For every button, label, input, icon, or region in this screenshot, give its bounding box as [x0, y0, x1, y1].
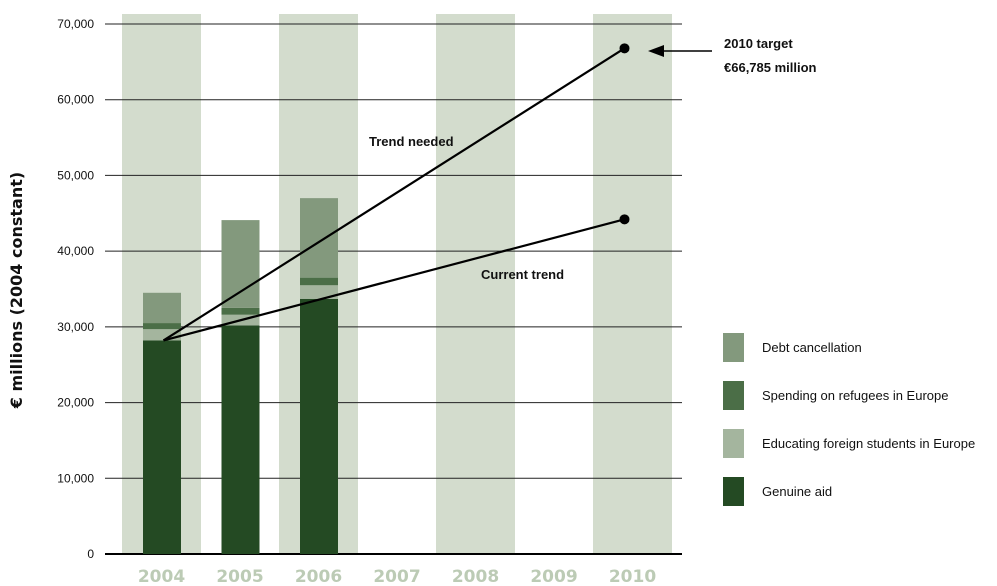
trend-needed-line [162, 47, 626, 342]
legend-swatch-genuine-aid [723, 477, 744, 506]
trend-needed-label: Trend needed [369, 134, 454, 149]
trend-needed-endpoint [619, 43, 630, 54]
bar-2006-debt-cancellation [300, 198, 338, 278]
y-tick-label-0: 0 [87, 547, 94, 561]
y-tick-label-30000: 30,000 [57, 320, 94, 334]
legend-label-spending-on-refugees-in-europe: Spending on refugees in Europe [762, 388, 948, 403]
x-tick-label-2006: 2006 [295, 567, 342, 586]
legend-swatch-spending-on-refugees-in-europe [723, 381, 744, 410]
legend-swatch-debt-cancellation [723, 333, 744, 362]
legend: Debt cancellation Spending on refugees in… [723, 333, 975, 506]
bar-2006-educating-foreign-students-in-europe [300, 285, 338, 299]
bar-2005-spending-on-refugees-in-europe [221, 307, 260, 315]
bar-2006-genuine-aid [300, 298, 338, 554]
current-trend-line [163, 218, 625, 342]
bar-2005-genuine-aid [221, 325, 260, 554]
bar-2004-genuine-aid [143, 340, 181, 554]
x-tick-label-2008: 2008 [452, 567, 499, 586]
legend-label-educating-foreign-students-in-europe: Educating foreign students in Europe [762, 436, 975, 451]
y-tick-label-40000: 40,000 [57, 244, 94, 258]
annotations: 2010 target €66,785 million [648, 36, 817, 75]
bar-2006-spending-on-refugees-in-europe [300, 277, 338, 286]
target-annotation-line2: €66,785 million [724, 60, 817, 75]
target-arrow-head [648, 45, 664, 57]
y-tick-label-20000: 20,000 [57, 396, 94, 410]
y-tick-label-60000: 60,000 [57, 93, 94, 107]
current-trend-label: Current trend [481, 267, 564, 282]
x-tick-label-2004: 2004 [138, 567, 185, 586]
legend-label-debt-cancellation: Debt cancellation [762, 340, 862, 355]
column-shade-2010 [593, 14, 672, 554]
bar-2004-educating-foreign-students-in-europe [143, 329, 181, 341]
column-shading [122, 14, 672, 554]
bar-2004-debt-cancellation [143, 292, 181, 324]
y-tick-label-50000: 50,000 [57, 168, 94, 182]
column-shade-2008 [436, 14, 515, 554]
legend-swatch-educating-foreign-students-in-europe [723, 429, 744, 458]
gridlines [105, 23, 682, 555]
x-tick-label-2009: 2009 [530, 567, 577, 586]
bar-2004-spending-on-refugees-in-europe [143, 323, 181, 330]
legend-label-genuine-aid: Genuine aid [762, 484, 832, 499]
y-tick-label-70000: 70,000 [57, 17, 94, 31]
x-tick-label-2010: 2010 [609, 567, 656, 586]
y-tick-label-10000: 10,000 [57, 471, 94, 485]
target-annotation-line1: 2010 target [724, 36, 793, 51]
y-axis-label: € millions (2004 constant) [7, 172, 26, 409]
bars [143, 198, 338, 554]
x-tick-label-2005: 2005 [216, 567, 263, 586]
trend-lines: Trend needed Current trend [162, 43, 630, 342]
y-tick-labels: 0 10,000 20,000 30,000 40,000 50,000 60,000 70,… [57, 17, 94, 561]
x-tick-labels: 2004 2005 2006 2007 2008 2009 2010 [138, 567, 656, 586]
bar-2005-debt-cancellation [221, 220, 260, 308]
current-trend-endpoint [619, 214, 630, 225]
x-tick-label-2007: 2007 [373, 567, 420, 586]
